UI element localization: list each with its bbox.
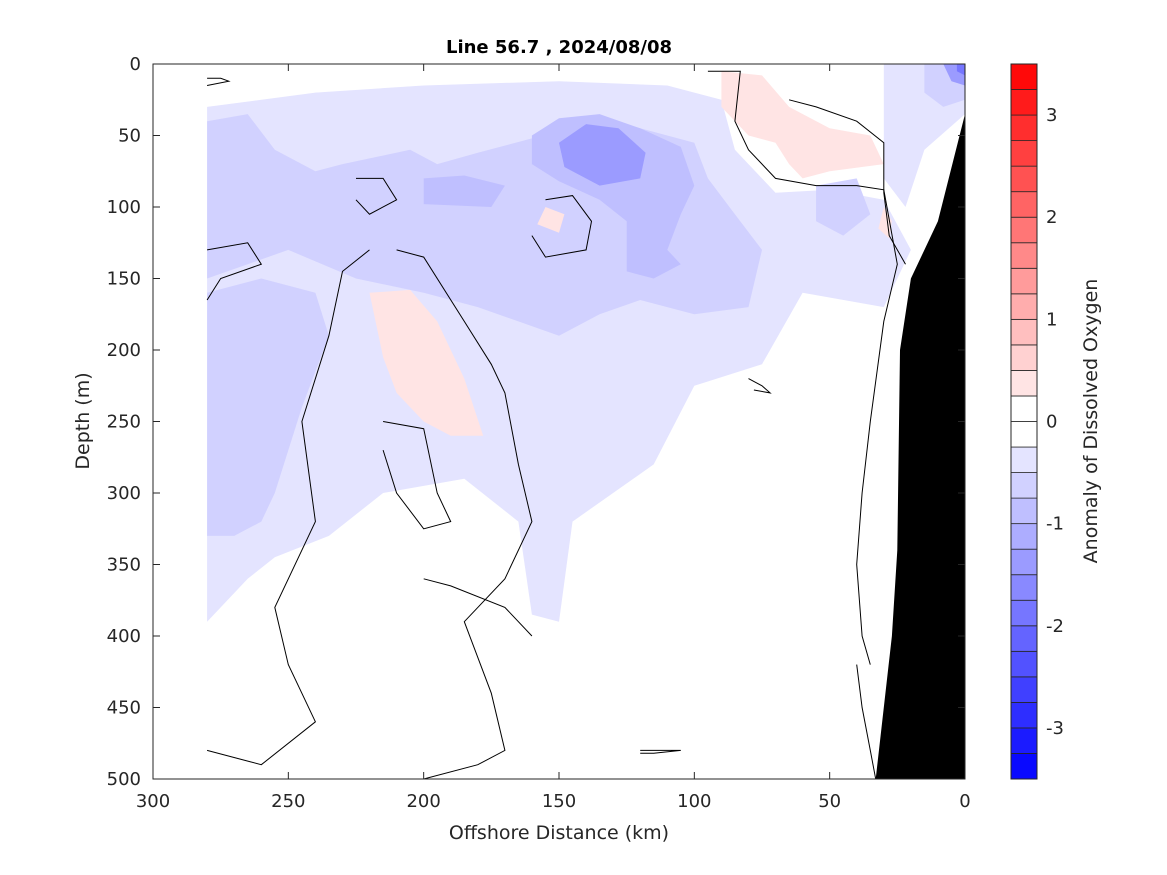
x-tick-label: 0: [959, 791, 970, 812]
colorbar-level: [1010, 370, 1038, 397]
y-tick-label: 500: [107, 769, 141, 790]
bathymetry: [875, 114, 965, 779]
zero-contour: [640, 749, 681, 754]
colorbar-tick-label: 2: [1046, 207, 1057, 228]
y-tick-label: 350: [107, 555, 141, 576]
colorbar-level: [1010, 497, 1038, 525]
x-tick-label: 100: [677, 791, 711, 812]
anomaly-region: [369, 289, 484, 436]
colorbar-tick-label: -2: [1046, 616, 1064, 637]
colorbar-level: [1010, 318, 1038, 346]
colorbar-level: [1010, 242, 1038, 269]
colorbar-tick-label: 3: [1046, 105, 1057, 126]
colorbar-level: [1010, 216, 1038, 244]
colorbar-level: [1010, 140, 1038, 167]
colorbar-tick-label: 1: [1046, 309, 1057, 330]
colorbar-level: [1010, 63, 1038, 90]
y-tick-label: 300: [107, 483, 141, 504]
colorbar-level: [1010, 650, 1038, 678]
y-tick-label: 400: [107, 626, 141, 647]
zero-contour: [206, 249, 370, 766]
y-tick-label: 150: [107, 269, 141, 290]
colorbar-level: [1010, 574, 1038, 601]
colorbar-tick-label: -1: [1046, 514, 1064, 535]
y-tick-label: 450: [107, 698, 141, 719]
colorbar-label: Anomaly of Dissolved Oxygen: [1080, 279, 1102, 564]
axes: 300 250 200 150 100 50 00501001502002503003504…: [107, 54, 971, 812]
colorbar-level: [1010, 472, 1038, 499]
zero-contour: [382, 421, 452, 530]
x-tick-label: 150: [542, 791, 576, 812]
colorbar-level: [1010, 421, 1038, 448]
zero-contour: [396, 249, 533, 779]
zero-contour: [531, 195, 593, 258]
colorbar-level: [1010, 191, 1038, 218]
x-tick-label: 50: [818, 791, 841, 812]
zero-contour: [748, 378, 772, 394]
colorbar-level: [1010, 753, 1038, 780]
y-tick-label: 200: [107, 340, 141, 361]
colorbar-level: [1010, 446, 1038, 473]
zero-contour: [355, 177, 398, 215]
colorbar-tick-label: -3: [1046, 718, 1064, 739]
y-tick-label: 100: [107, 197, 141, 218]
x-tick-label: 250: [271, 791, 305, 812]
colorbar-frame: [1010, 63, 1038, 780]
colorbar-level: [1010, 344, 1038, 371]
colorbar-level: [1010, 89, 1038, 116]
anomaly-region: [423, 175, 505, 207]
y-tick-label: 50: [118, 126, 141, 147]
zero-contour: [423, 578, 533, 637]
colorbar-level: [1010, 599, 1038, 627]
zero-contour: [856, 664, 877, 779]
colorbar-level: [1010, 114, 1038, 142]
y-tick-label: 0: [130, 54, 141, 75]
y-tick-label: 250: [107, 412, 141, 433]
zero-contour: [788, 99, 906, 265]
colorbar-level: [1010, 727, 1038, 754]
anomaly-region: [559, 124, 646, 186]
colorbar-level: [1010, 701, 1038, 729]
anomaly-region: [721, 71, 884, 179]
x-tick-label: 200: [406, 791, 440, 812]
colorbar-level: [1010, 267, 1038, 295]
chart-title: Line 56.7 , 2024/08/08: [446, 37, 672, 58]
anomaly-region: [956, 64, 965, 76]
y-axis-label: Depth (m): [72, 372, 94, 469]
colorbar-level: [1010, 293, 1038, 320]
anomaly-region: [207, 278, 329, 536]
plot-area: [206, 64, 965, 779]
zero-contour: [207, 77, 231, 86]
x-tick-label: 300: [136, 791, 170, 812]
anomaly-region: [816, 178, 871, 236]
zero-contour: [206, 242, 263, 301]
colorbar-level: [1010, 523, 1038, 550]
colorbar-level: [1010, 676, 1038, 703]
colorbar-level: [1010, 395, 1038, 422]
colorbar: -3 -2 -1 0 1 2 3: [1010, 63, 1064, 780]
anomaly-region: [537, 207, 565, 233]
colorbar-level: [1010, 625, 1038, 652]
colorbar-level: [1010, 165, 1038, 193]
colorbar-tick-label: 0: [1046, 412, 1057, 433]
colorbar-level: [1010, 548, 1038, 576]
x-axis-label: Offshore Distance (km): [449, 822, 669, 844]
